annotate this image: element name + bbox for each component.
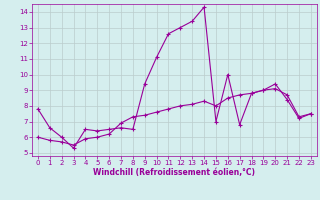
- X-axis label: Windchill (Refroidissement éolien,°C): Windchill (Refroidissement éolien,°C): [93, 168, 255, 177]
